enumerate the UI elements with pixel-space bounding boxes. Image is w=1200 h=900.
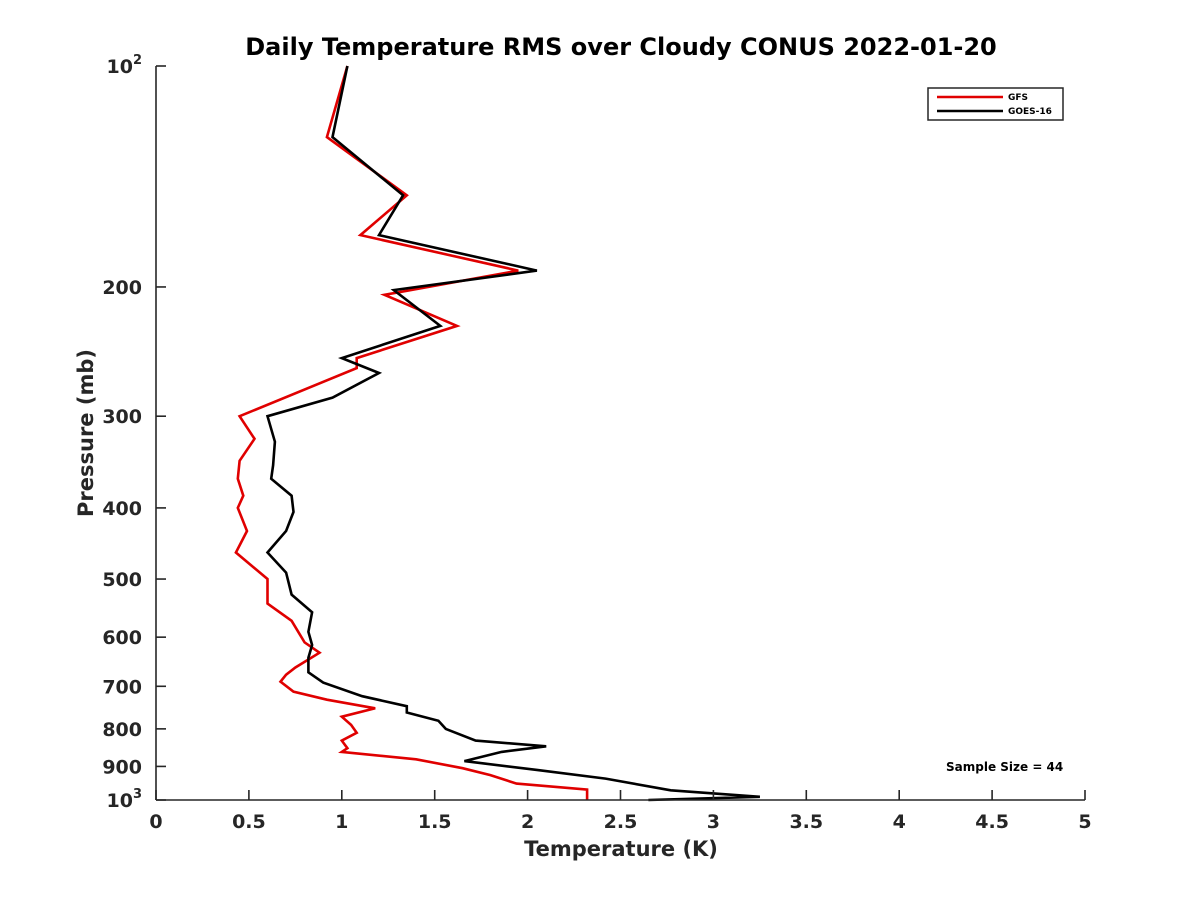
y-tick-label: 600 (102, 627, 142, 649)
y-tick-label: 400 (102, 498, 142, 520)
x-tick-label: 0.5 (232, 811, 266, 833)
x-tick-label: 5 (1078, 811, 1091, 833)
y-tick-label: 800 (102, 719, 142, 741)
y-tick-label: 103 (107, 787, 143, 812)
y-axis-label: Pressure (mb) (74, 349, 98, 517)
plot-area: 0 0.5 1 1.5 2 2.5 3 3.5 4 4.5 5 102 200 300 400 500 600 7… (102, 53, 1091, 833)
x-tick-label: 4.5 (975, 811, 1009, 833)
legend-label-gfs: GFS (1008, 93, 1028, 103)
y-tick-label: 300 (102, 406, 142, 428)
legend: GFS GOES-16 (927, 87, 1064, 121)
y-tick-label: 700 (102, 676, 142, 698)
y-tick-label: 102 (107, 53, 143, 78)
series-layer (234, 65, 760, 802)
axes-layer: 0 0.5 1 1.5 2 2.5 3 3.5 4 4.5 5 102 200 300 400 500 600 7… (102, 53, 1091, 833)
x-tick-label: 0 (149, 811, 162, 833)
series-line-goes16 (265, 65, 760, 802)
legend-label-goes16: GOES-16 (1008, 107, 1052, 117)
x-tick-label: 3.5 (789, 811, 823, 833)
x-tick-label: 3 (707, 811, 720, 833)
y-tick-label: 500 (102, 569, 142, 591)
chart-title: Daily Temperature RMS over Cloudy CONUS … (245, 33, 997, 61)
x-axis-label: Temperature (K) (524, 837, 718, 861)
x-tick-label: 4 (893, 811, 906, 833)
x-tick-label: 2.5 (604, 811, 638, 833)
y-tick-label: 200 (102, 277, 142, 299)
x-tick-label: 1 (335, 811, 348, 833)
x-tick-label: 2 (521, 811, 534, 833)
y-tick-label: 900 (102, 756, 142, 778)
series-line-gfs (234, 65, 589, 800)
sample-size-annotation: Sample Size = 44 (946, 760, 1063, 774)
legend-box (927, 87, 1064, 121)
x-tick-label: 1.5 (418, 811, 452, 833)
